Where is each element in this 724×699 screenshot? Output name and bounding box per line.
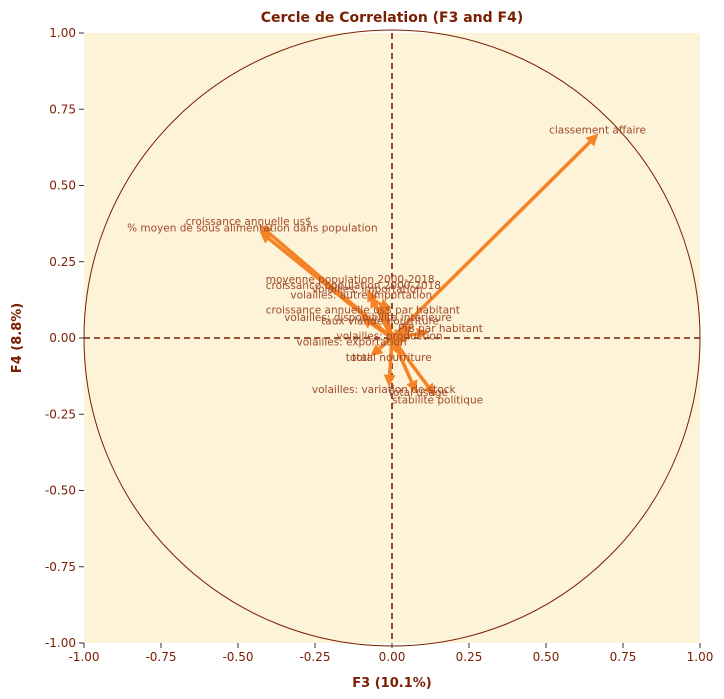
x-axis-title: F3 (10.1%)	[352, 676, 431, 691]
y-tick-label: -1.00	[45, 636, 76, 650]
variable-arrow-head	[361, 316, 375, 329]
variable-arrow-shaft	[390, 140, 592, 340]
variable-arrow-head	[370, 295, 382, 309]
variable-label: total usage	[389, 387, 448, 399]
variable-arrow-head	[259, 225, 273, 238]
variable-arrow-shaft	[390, 336, 430, 388]
variable-label: total	[346, 352, 370, 364]
variable-label: classement affaire	[549, 125, 646, 137]
y-tick-label: 0.00	[49, 331, 76, 345]
variable-label: croissance population 2000-2018	[266, 280, 441, 292]
x-axis-ticks: -1.00 -0.75 -0.50 -0.25 0.00 0.25 0.50 0.75 1.00	[68, 643, 713, 664]
variable-arrow-head	[400, 325, 414, 337]
variable-arrow-head	[423, 382, 436, 396]
y-tick-label: 0.75	[49, 102, 76, 116]
x-tick-label: 0.00	[379, 650, 406, 664]
y-axis-ticks: -1.00 -0.75 -0.50 -0.25 0.00 0.25 0.50 0.75 1.00	[45, 26, 84, 650]
y-tick-label: -0.50	[45, 484, 76, 498]
variable-label: volailles: variation de stock	[312, 384, 457, 396]
variable-arrow-head	[370, 343, 384, 357]
variable-arrow-shaft	[387, 337, 394, 375]
variable-arrow-shaft	[381, 312, 394, 339]
x-tick-label: 0.25	[456, 650, 483, 664]
y-tick-label: -0.75	[45, 560, 76, 574]
variable-arrow-head	[416, 327, 429, 340]
chart-title: Cercle de Correlation (F3 and F4)	[261, 10, 524, 26]
variable-arrow-shaft	[370, 322, 393, 340]
variable-label: volailles: exportation	[297, 337, 407, 349]
variable-arrow-head	[585, 133, 599, 147]
variable-label: moyenne population 2000-2018	[266, 274, 435, 286]
variable-arrow-head	[406, 379, 418, 393]
x-tick-label: -0.50	[222, 650, 253, 664]
variable-label: volailles: importation	[312, 283, 423, 295]
x-tick-label: 1.00	[687, 650, 714, 664]
variable-label: volailles: autre importation	[290, 289, 432, 301]
variable-label: % moyen de sous alimentation dans popula…	[127, 222, 378, 234]
variable-label: PIB par habitant	[398, 323, 483, 335]
x-tick-label: -0.75	[145, 650, 176, 664]
y-tick-label: 1.00	[49, 26, 76, 40]
variable-label: croissance annuelle us$ par habitant	[266, 305, 460, 317]
x-tick-label: 0.50	[533, 650, 560, 664]
variable-arrow-head	[377, 301, 390, 315]
variable-arrow-head	[367, 289, 379, 303]
y-tick-label: -0.25	[45, 407, 76, 421]
y-tick-label: 0.50	[49, 179, 76, 193]
variable-arrow-head	[383, 374, 396, 387]
y-tick-label: 0.25	[49, 255, 76, 269]
x-tick-label: -0.25	[299, 650, 330, 664]
x-tick-label: 0.75	[610, 650, 637, 664]
y-axis-title: F4 (8.8%)	[10, 303, 25, 373]
variable-label: croissance annuelle us$	[186, 216, 312, 228]
x-tick-label: -1.00	[68, 650, 99, 664]
variable-label: total nourriture	[352, 352, 432, 364]
variable-arrow-shaft	[378, 336, 394, 350]
variable-arrows	[259, 133, 599, 396]
variable-labels: classement affaire croissance annuelle us…	[127, 125, 646, 407]
variable-label: volailles: production	[337, 331, 443, 343]
variable-label: volailles: disponibilite interieure	[284, 312, 452, 324]
variable-arrow-head	[394, 328, 408, 341]
variable-label: taux viande nourriture	[321, 315, 439, 327]
variable-label: stabilite politique	[392, 395, 483, 407]
variable-arrow-head	[259, 231, 273, 244]
variable-arrow-head	[394, 332, 408, 345]
